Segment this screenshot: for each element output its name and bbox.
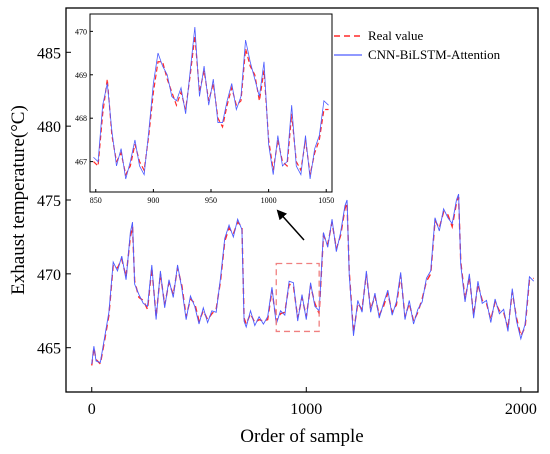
main-y-axis: 465 470 475 480 485: [37, 45, 71, 358]
inset-series-cnn-bilstm-attention-line: [93, 26, 329, 180]
x-tick-label: 850: [90, 196, 102, 205]
main-series-group: [91, 193, 535, 366]
main-series-cnn-bilstm-attention-line: [91, 193, 535, 364]
x-tick-label: 0: [88, 401, 96, 418]
y-tick-label: 480: [37, 119, 61, 136]
x-tick-label: 1000: [261, 196, 277, 205]
y-tick-label: 485: [37, 45, 61, 62]
inset-plot-frame: [89, 13, 333, 193]
y-axis-title: Exhaust temperature(°C): [8, 105, 29, 295]
y-tick-label: 470: [75, 27, 87, 36]
main-x-axis: 0 1000 2000: [88, 387, 537, 418]
inset-x-axis: 850 900 950 1000 1050: [90, 189, 334, 205]
zoom-region-box: [275, 262, 320, 333]
y-tick-label: 465: [37, 341, 61, 358]
x-axis-title: Order of sample: [240, 426, 363, 447]
y-tick-label: 470: [37, 267, 61, 284]
y-tick-label: 469: [75, 71, 87, 80]
x-tick-label: 2000: [505, 401, 537, 418]
zoom-arrow: [276, 209, 305, 241]
y-tick-label: 468: [75, 114, 87, 123]
x-tick-label: 1050: [318, 196, 334, 205]
legend: Real value CNN-BiLSTM-Attention: [334, 28, 501, 62]
x-tick-label: 1000: [290, 401, 322, 418]
x-tick-label: 900: [147, 196, 159, 205]
y-tick-label: 475: [37, 193, 61, 210]
inset-y-axis: 467 468 469 470: [75, 27, 93, 167]
y-tick-label: 467: [75, 158, 87, 167]
legend-label-real-value: Real value: [368, 28, 423, 43]
legend-label-cnn-bilstm-attention: CNN-BiLSTM-Attention: [368, 47, 501, 62]
inset-chart: 850 900 950 1000 1050 467 468 469 470: [75, 13, 334, 205]
x-tick-label: 950: [205, 196, 217, 205]
